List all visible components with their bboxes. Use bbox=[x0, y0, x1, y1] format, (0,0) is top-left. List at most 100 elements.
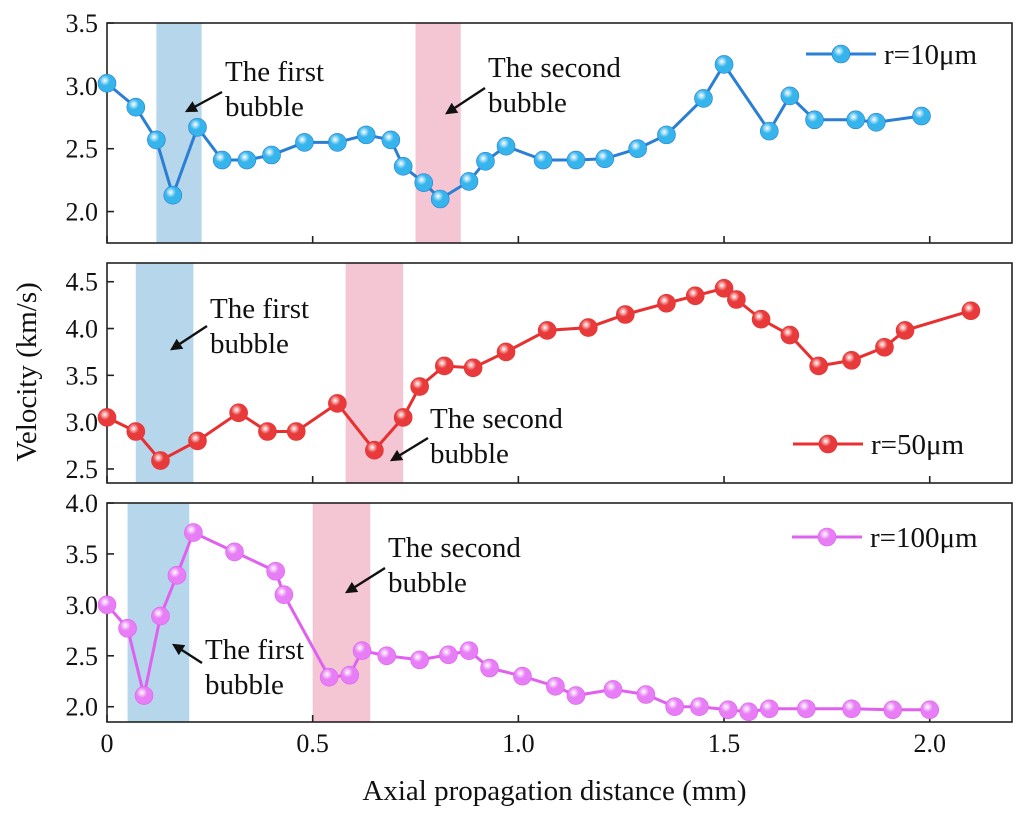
panel-frame bbox=[106, 22, 1013, 244]
annotation-arrow bbox=[444, 86, 486, 115]
data-point bbox=[616, 305, 635, 324]
y-tick-label: 3.0 bbox=[66, 591, 99, 620]
y-tick-label: 2.5 bbox=[66, 135, 99, 164]
data-point bbox=[636, 685, 656, 704]
data-point bbox=[439, 645, 458, 665]
data-point bbox=[377, 646, 397, 666]
data-point bbox=[759, 121, 779, 141]
data-point bbox=[537, 321, 557, 340]
y-tick-label: 4.0 bbox=[66, 489, 99, 518]
data-point bbox=[410, 377, 429, 396]
data-point bbox=[694, 89, 713, 108]
data-point bbox=[463, 358, 483, 378]
bubble-annotation: The first bubble bbox=[205, 634, 304, 701]
data-point bbox=[665, 697, 684, 717]
data-point bbox=[961, 301, 981, 321]
data-point bbox=[595, 149, 615, 169]
data-point bbox=[920, 700, 940, 720]
legend-marker bbox=[818, 434, 838, 454]
data-point bbox=[430, 189, 450, 209]
annotation-arrow bbox=[184, 90, 223, 113]
panel-frame bbox=[106, 262, 1013, 484]
bubble-annotation: The first bubble bbox=[225, 56, 324, 123]
data-point bbox=[727, 290, 746, 309]
legend-label: r=10μm bbox=[884, 39, 978, 71]
y-tick-label: 3.5 bbox=[66, 9, 99, 38]
data-point bbox=[875, 337, 894, 357]
data-point bbox=[126, 97, 146, 117]
legend: r=10μm bbox=[806, 39, 978, 71]
data-point bbox=[566, 150, 586, 170]
data-point bbox=[286, 422, 306, 441]
data-point bbox=[842, 699, 861, 719]
data-point bbox=[340, 665, 360, 685]
data-point bbox=[496, 342, 516, 362]
data-point bbox=[657, 125, 676, 145]
data-point bbox=[714, 278, 734, 298]
data-point bbox=[714, 55, 734, 74]
data-point bbox=[262, 145, 281, 165]
bubble-band-2 bbox=[415, 23, 461, 243]
data-point bbox=[513, 666, 532, 686]
data-point bbox=[97, 74, 117, 93]
data-point bbox=[258, 422, 277, 441]
data-point bbox=[274, 585, 294, 604]
data-point bbox=[846, 110, 865, 130]
data-point bbox=[381, 130, 401, 150]
x-tick-label: 1.0 bbox=[502, 729, 535, 758]
data-point bbox=[212, 150, 232, 170]
data-point bbox=[295, 133, 314, 152]
data-point bbox=[533, 150, 553, 170]
data-point bbox=[603, 680, 623, 699]
data-point bbox=[751, 309, 771, 329]
data-point bbox=[410, 650, 429, 670]
data-point bbox=[842, 351, 861, 370]
legend-marker bbox=[817, 527, 837, 547]
data-point bbox=[188, 431, 207, 451]
x-tick-label: 0 bbox=[101, 729, 114, 758]
data-point bbox=[151, 606, 170, 626]
annotation-arrow bbox=[171, 643, 203, 665]
bubble-annotation: The first bubble bbox=[210, 293, 309, 360]
legend-label: r=100μm bbox=[870, 522, 978, 554]
data-point bbox=[912, 106, 931, 126]
data-point bbox=[118, 618, 137, 638]
annotation-arrow bbox=[344, 566, 386, 594]
panel-3: 2.0 2.5 3.0 3.5 4.0 The second bubble The first… bbox=[66, 489, 1013, 723]
data-point bbox=[352, 641, 372, 660]
x-tick-label: 1.5 bbox=[708, 729, 741, 758]
bubble-band-2 bbox=[312, 503, 371, 722]
y-tick-label: 4.5 bbox=[66, 268, 99, 297]
data-point bbox=[797, 699, 816, 719]
data-point bbox=[414, 173, 434, 192]
data-point bbox=[657, 293, 676, 313]
data-point bbox=[365, 440, 384, 460]
legend-label: r=50μm bbox=[871, 429, 965, 461]
data-point bbox=[134, 686, 154, 705]
data-point bbox=[328, 133, 347, 152]
annotation-arrow bbox=[169, 324, 208, 351]
x-tick-label: 2.0 bbox=[913, 729, 946, 758]
data-point bbox=[188, 118, 207, 137]
data-point bbox=[393, 157, 413, 176]
data-point bbox=[163, 185, 183, 205]
data-point bbox=[266, 561, 285, 581]
data-point bbox=[151, 451, 170, 470]
panel-2: 2.5 3.0 3.5 4.0 4.5 The first bubble The second… bbox=[66, 262, 1013, 484]
data-point bbox=[496, 136, 516, 156]
data-point bbox=[739, 702, 759, 722]
bubble-annotation: The second bubble bbox=[430, 403, 563, 470]
data-point bbox=[480, 658, 499, 678]
data-point bbox=[328, 394, 347, 413]
data-point bbox=[628, 139, 647, 159]
data-point bbox=[356, 125, 376, 145]
data-point bbox=[780, 86, 800, 106]
data-point bbox=[805, 110, 824, 130]
data-point bbox=[225, 542, 244, 562]
data-point bbox=[184, 523, 203, 542]
y-axis-title: Velocity (km/s) bbox=[11, 282, 43, 462]
bubble-band-1 bbox=[135, 263, 194, 483]
y-tick-label: 2.0 bbox=[66, 198, 99, 227]
data-point bbox=[97, 408, 117, 427]
data-point bbox=[147, 130, 166, 150]
